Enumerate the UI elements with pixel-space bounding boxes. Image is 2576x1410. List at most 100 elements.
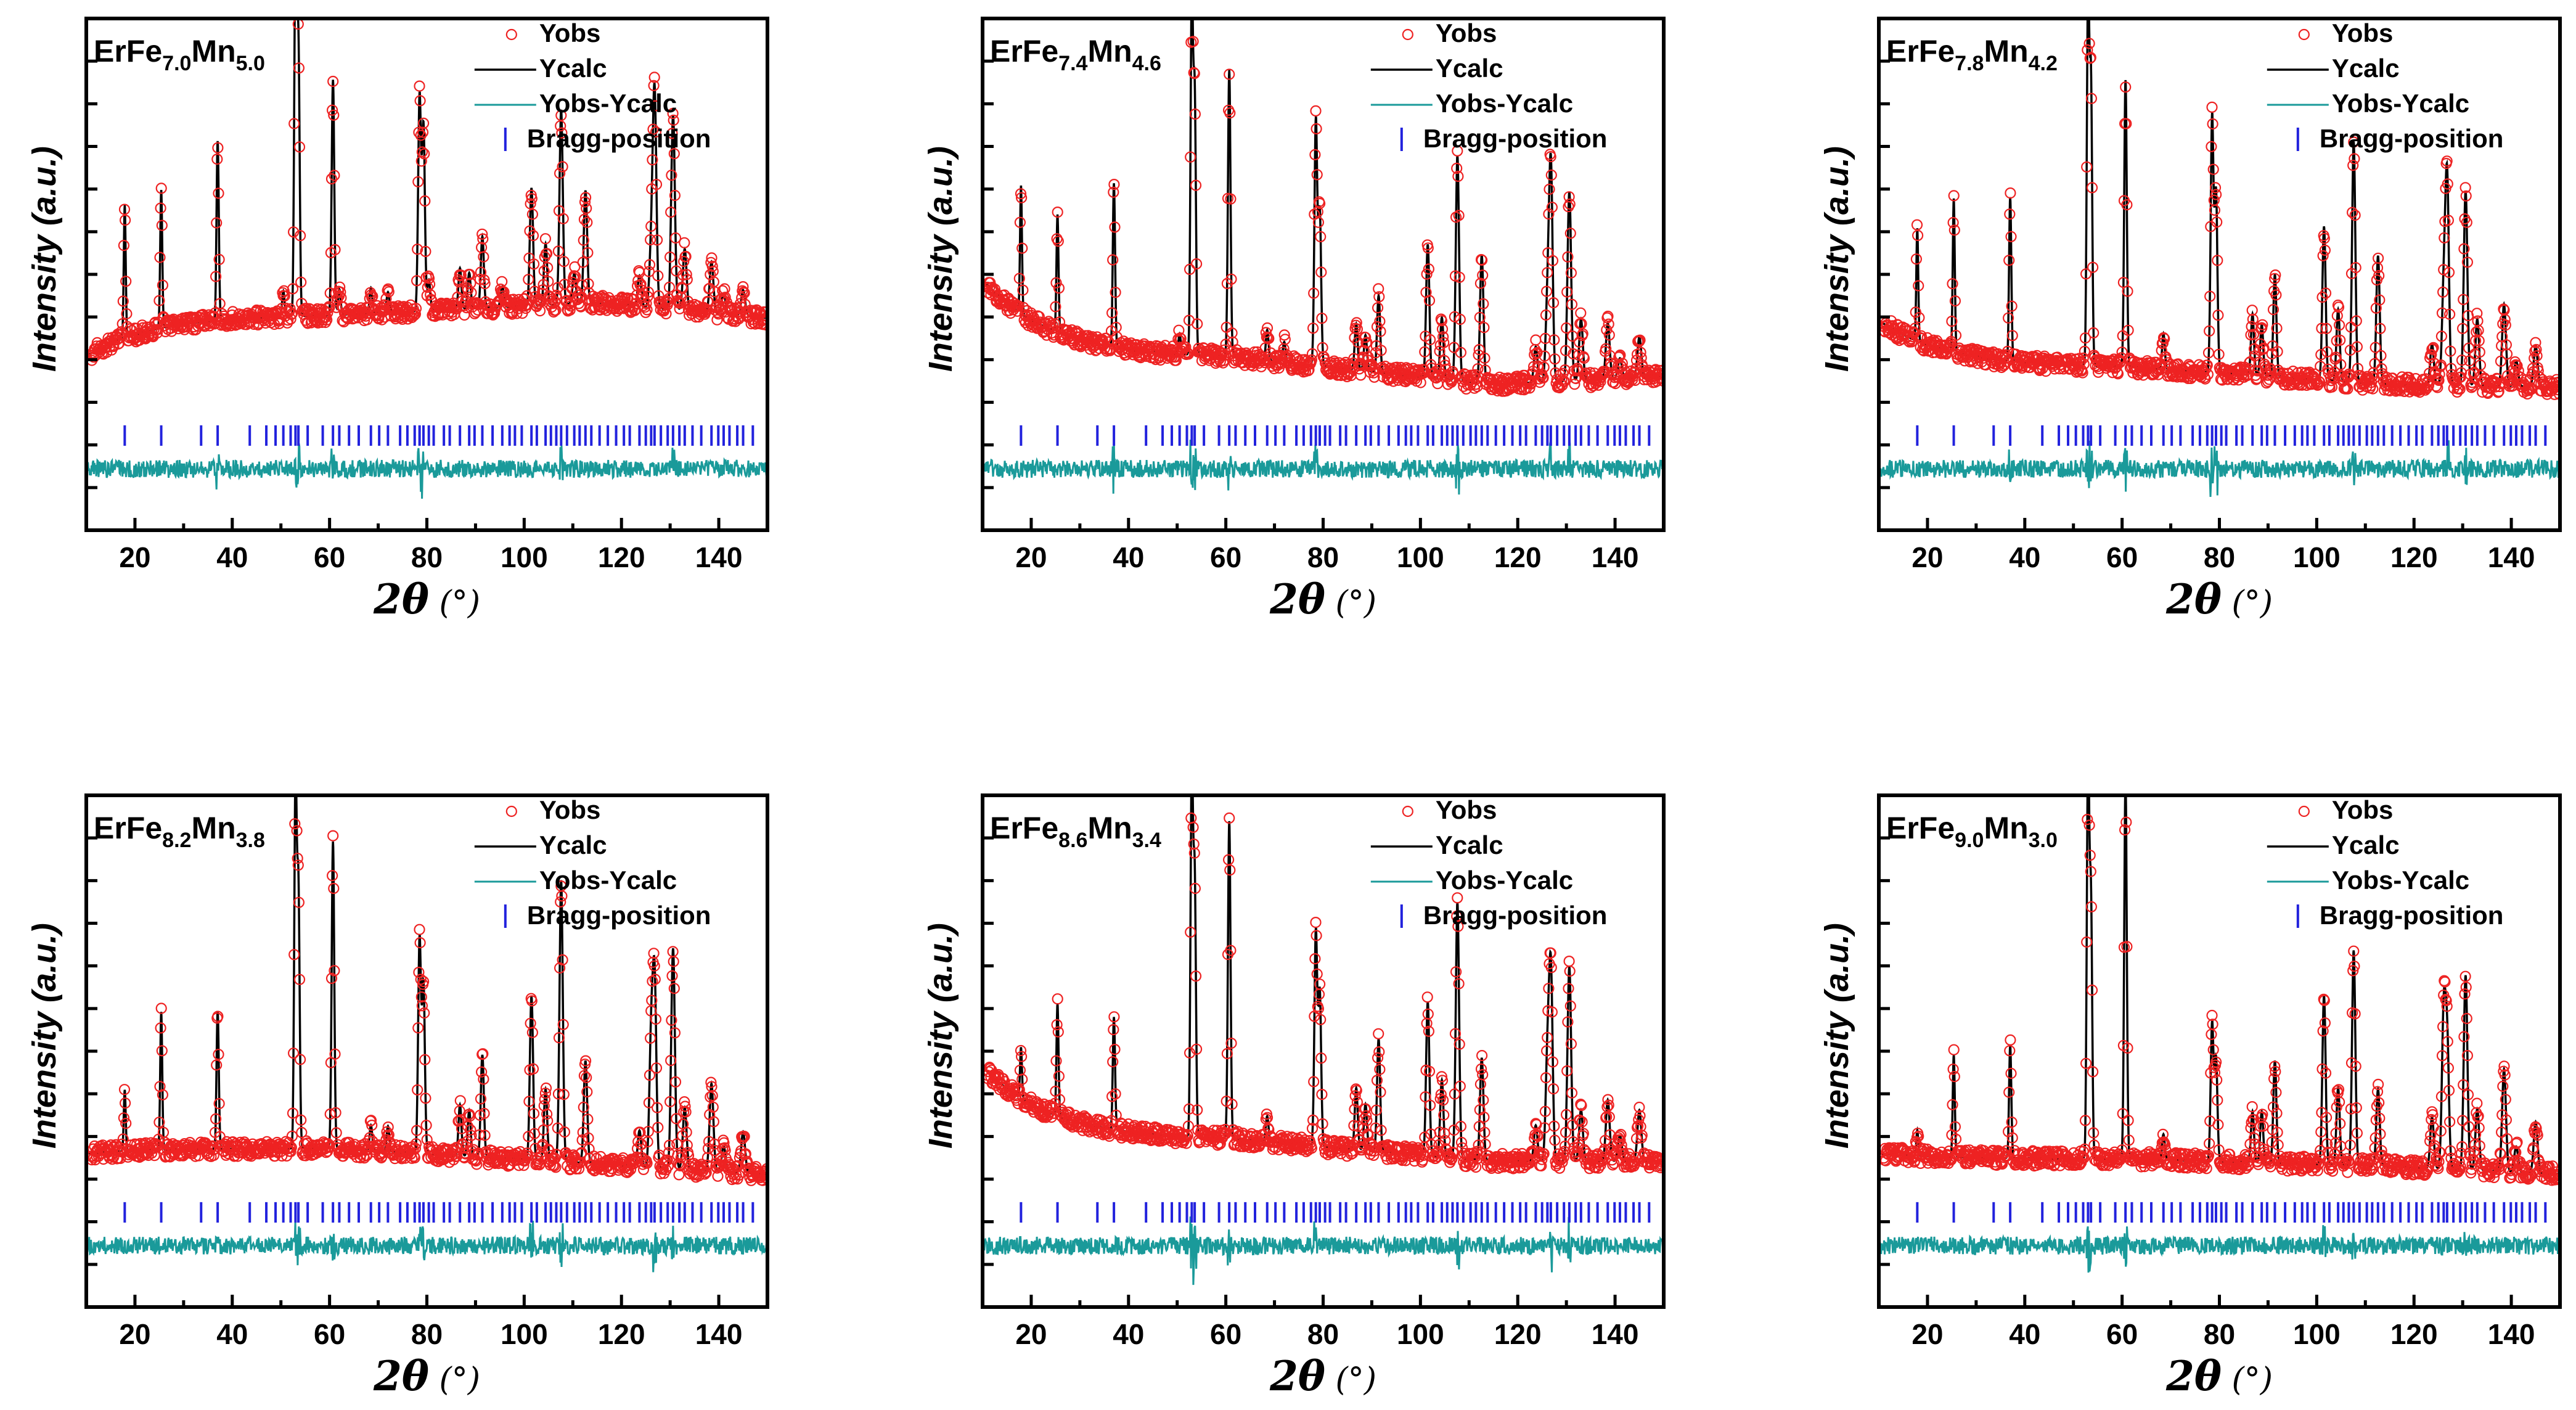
x-tick-label: 120 — [2390, 541, 2438, 573]
yobs-point — [290, 768, 300, 777]
panel-title: ErFe7.4Mn4.6 — [990, 34, 1161, 75]
x-axis-label: 2θ (°) — [1269, 575, 1376, 623]
x-tick-label: 40 — [216, 541, 248, 573]
yobs-point — [2084, 0, 2094, 7]
panel-2: 20 40 60 80 100 120 140 2θ (°) Intensity (a.u.) E… — [922, 0, 1668, 623]
x-tick-label: 20 — [119, 541, 150, 573]
legend-label: Yobs — [2332, 18, 2394, 47]
yobs-point — [674, 1170, 684, 1179]
x-tick-label: 60 — [1210, 541, 1241, 573]
x-tick-label: 100 — [501, 541, 548, 573]
bragg-ticks — [125, 1202, 753, 1223]
yobs-point — [2207, 102, 2217, 112]
bragg-ticks — [1021, 425, 1649, 446]
x-tick-label: 60 — [314, 541, 345, 573]
x-tick-label: 60 — [314, 1318, 345, 1350]
panel-title: ErFe7.0Mn5.0 — [94, 34, 265, 75]
x-tick-label: 80 — [411, 541, 443, 573]
difference-line — [86, 1221, 767, 1273]
y-axis-label: Intensity (a.u.) — [1818, 146, 1855, 372]
yobs-point — [415, 925, 425, 935]
x-tick-label: 120 — [598, 541, 645, 573]
x-tick-label: 20 — [119, 1318, 150, 1350]
x-tick-label: 140 — [695, 1318, 743, 1350]
yobs-point — [292, 0, 302, 4]
legend-label: Yobs — [1436, 18, 1497, 47]
yobs-point — [157, 1004, 166, 1014]
x-tick-label: 140 — [695, 541, 743, 573]
x-tick-label: 100 — [501, 1318, 548, 1350]
x-axis-label: 2θ (°) — [2165, 575, 2273, 623]
legend-label: Bragg-position — [527, 124, 711, 153]
x-tick-label: 140 — [1592, 541, 1639, 573]
legend-label: Yobs-Ycalc — [539, 866, 677, 895]
x-tick-label: 40 — [2009, 541, 2040, 573]
x-tick-label: 100 — [2293, 541, 2341, 573]
yobs-point — [1355, 370, 1365, 380]
legend-label: Ycalc — [2332, 54, 2400, 83]
yobs-point — [1188, 0, 1198, 5]
yobs-point — [1531, 335, 1540, 345]
x-tick-label: 120 — [1494, 541, 1542, 573]
legend-label: Yobs-Ycalc — [539, 89, 677, 118]
legend-label: Ycalc — [539, 830, 607, 859]
y-axis-label: Intensity (a.u.) — [922, 146, 959, 372]
x-tick-label: 40 — [216, 1318, 248, 1350]
legend-label: Yobs — [539, 795, 601, 824]
x-tick-label: 20 — [1015, 541, 1047, 573]
bragg-ticks — [125, 425, 753, 446]
bragg-ticks — [1917, 425, 2545, 446]
legend-yobs-symbol — [2299, 30, 2309, 39]
x-tick-label: 80 — [411, 1318, 443, 1350]
panel-1: 20 40 60 80 100 120 140 2θ (°) Intensity (a.u.) E… — [26, 0, 772, 623]
yobs-point — [415, 81, 425, 91]
legend-label: Yobs-Ycalc — [1436, 89, 1573, 118]
x-tick-label: 60 — [2106, 541, 2138, 573]
x-tick-label: 80 — [1307, 541, 1339, 573]
x-tick-label: 100 — [1397, 541, 1444, 573]
legend: Yobs Ycalc Yobs-Ycalc Bragg-position — [475, 795, 711, 930]
difference-line — [983, 438, 1663, 494]
yobs-point — [2005, 188, 2015, 198]
yobs-point — [1576, 308, 1585, 318]
yobs-point — [1187, 750, 1196, 760]
x-tick-label: 80 — [2204, 541, 2235, 573]
y-axis-label: Intensity (a.u.) — [26, 923, 63, 1149]
yobs-point — [290, 0, 300, 9]
ycalc-line — [86, 763, 767, 1174]
legend-label: Ycalc — [539, 54, 607, 83]
yobs-point — [1311, 106, 1321, 116]
legend-label: Bragg-position — [2320, 124, 2504, 153]
yobs-point — [292, 774, 301, 784]
legend: Yobs Ycalc Yobs-Ycalc Bragg-position — [1371, 18, 1608, 153]
legend-yobs-symbol — [1403, 30, 1413, 39]
yobs-point — [1053, 994, 1063, 1004]
x-axis-label: 2θ (°) — [373, 1352, 480, 1400]
panel-title: ErFe8.2Mn3.8 — [94, 811, 265, 852]
x-tick-label: 20 — [1912, 541, 1943, 573]
legend-label: Bragg-position — [1423, 124, 1608, 153]
difference-line — [1879, 440, 2559, 497]
yobs-point — [328, 831, 338, 841]
legend-yobs-symbol — [507, 30, 517, 39]
difference-line — [86, 443, 767, 499]
legend-label: Bragg-position — [527, 901, 711, 930]
legend: Yobs Ycalc Yobs-Ycalc Bragg-position — [2267, 18, 2504, 153]
x-tick-label: 40 — [1113, 541, 1144, 573]
yobs-points — [983, 750, 1668, 1173]
legend-label: Ycalc — [1436, 54, 1503, 83]
legend-label: Yobs-Ycalc — [2332, 89, 2469, 118]
legend-yobs-symbol — [507, 806, 517, 816]
x-axis-label: 2θ (°) — [373, 575, 480, 623]
yobs-point — [679, 238, 689, 248]
yobs-point — [1311, 917, 1321, 927]
y-axis-label: Intensity (a.u.) — [26, 146, 63, 372]
x-tick-label: 140 — [2488, 541, 2535, 573]
yobs-point — [293, 6, 303, 15]
